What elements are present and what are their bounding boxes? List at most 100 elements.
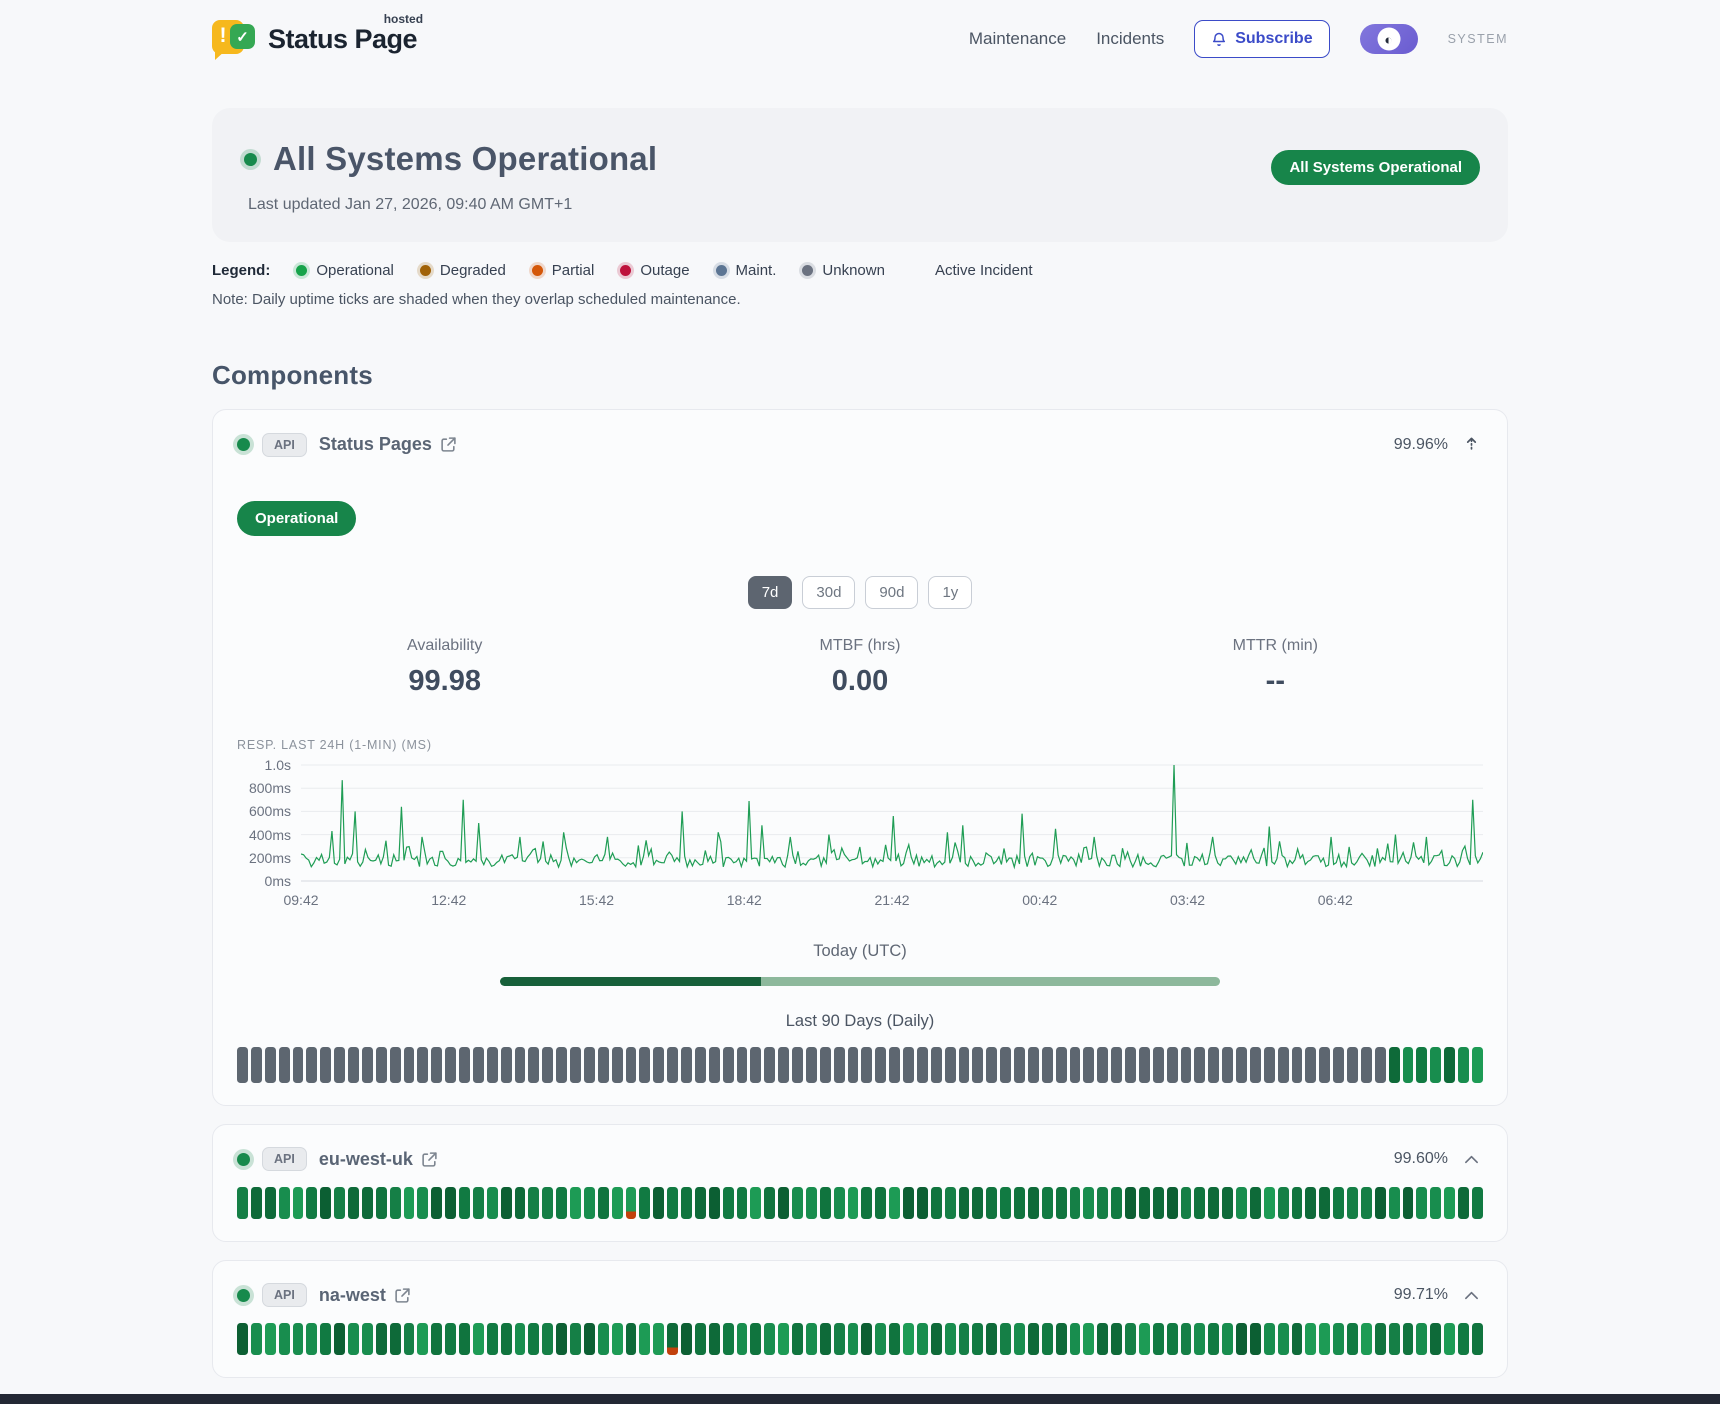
uptime-tick[interactable] [542,1047,554,1083]
uptime-tick[interactable] [639,1323,651,1355]
uptime-tick[interactable] [1097,1187,1109,1219]
subscribe-button[interactable]: Subscribe [1194,20,1330,58]
uptime-tick[interactable] [625,1323,637,1355]
uptime-tick[interactable] [792,1323,803,1355]
uptime-tick[interactable] [1263,1323,1275,1355]
uptime-tick[interactable] [278,1323,290,1355]
uptime-tick[interactable] [972,1187,984,1219]
uptime-tick[interactable] [431,1187,443,1219]
uptime-tick[interactable] [805,1323,817,1355]
uptime-tick[interactable] [1138,1323,1150,1355]
uptime-tick[interactable] [833,1047,845,1083]
uptime-tick[interactable] [1277,1323,1289,1355]
uptime-tick[interactable] [389,1323,401,1355]
uptime-tick[interactable] [334,1323,345,1355]
uptime-tick[interactable] [361,1187,373,1219]
uptime-tick[interactable] [1374,1323,1386,1355]
uptime-tick[interactable] [1319,1323,1331,1355]
uptime-tick[interactable] [889,1187,900,1219]
uptime-tick[interactable] [611,1187,623,1219]
uptime-tick[interactable] [847,1047,859,1083]
theme-toggle[interactable]: ◐ [1359,24,1418,54]
uptime-tick[interactable] [819,1047,831,1083]
uptime-tick[interactable] [514,1323,526,1355]
uptime-tick[interactable] [750,1187,762,1219]
uptime-tick[interactable] [944,1187,956,1219]
uptime-tick[interactable] [1305,1323,1317,1355]
uptime-tick[interactable] [681,1323,692,1355]
uptime-tick[interactable] [694,1187,706,1219]
uptime-tick[interactable] [570,1047,581,1083]
uptime-tick[interactable] [625,1047,637,1083]
uptime-tick[interactable] [903,1187,914,1219]
uptime-tick[interactable] [1152,1187,1164,1219]
uptime-tick[interactable] [556,1047,567,1083]
uptime-tick[interactable] [1277,1047,1289,1083]
uptime-tick[interactable] [472,1047,484,1083]
uptime-tick[interactable] [1014,1323,1025,1355]
uptime-tick[interactable] [861,1323,873,1355]
uptime-tick[interactable] [1055,1187,1067,1219]
uptime-tick[interactable] [556,1187,567,1219]
uptime-tick[interactable] [1000,1047,1011,1083]
range-button-1y[interactable]: 1y [928,576,973,609]
uptime-tick[interactable] [1236,1047,1247,1083]
uptime-tick[interactable] [875,1187,887,1219]
uptime-tick[interactable] [903,1047,914,1083]
uptime-tick[interactable] [1416,1323,1428,1355]
uptime-tick[interactable] [500,1187,512,1219]
uptime-tick[interactable] [237,1187,248,1219]
uptime-tick[interactable] [1166,1187,1178,1219]
uptime-tick[interactable] [1111,1047,1122,1083]
uptime-tick[interactable] [1222,1047,1233,1083]
uptime-tick[interactable] [403,1323,415,1355]
nav-incidents[interactable]: Incidents [1096,29,1165,48]
uptime-tick[interactable] [1125,1323,1136,1355]
uptime-tick[interactable] [459,1323,470,1355]
uptime-tick[interactable] [375,1047,387,1083]
uptime-tick[interactable] [570,1323,581,1355]
uptime-tick[interactable] [348,1187,359,1219]
uptime-tick[interactable] [1000,1187,1011,1219]
uptime-tick[interactable] [1360,1323,1372,1355]
uptime-tick[interactable] [1069,1187,1081,1219]
uptime-tick[interactable] [930,1323,942,1355]
uptime-tick[interactable] [1374,1187,1386,1219]
uptime-tick[interactable] [833,1187,845,1219]
uptime-tick[interactable] [1152,1323,1164,1355]
uptime-tick[interactable] [445,1187,456,1219]
uptime-tick[interactable] [736,1323,748,1355]
uptime-tick[interactable] [611,1323,623,1355]
uptime-tick[interactable] [375,1187,387,1219]
uptime-tick[interactable] [1111,1187,1122,1219]
uptime-tick[interactable] [611,1047,623,1083]
uptime-tick[interactable] [1249,1323,1261,1355]
uptime-tick[interactable] [1430,1187,1442,1219]
uptime-tick[interactable] [417,1187,429,1219]
uptime-tick[interactable] [264,1323,276,1355]
uptime-tick[interactable] [1347,1047,1358,1083]
uptime-tick[interactable] [972,1047,984,1083]
uptime-tick[interactable] [681,1187,692,1219]
collapse-arrow-icon[interactable] [1460,432,1483,457]
uptime-tick[interactable] [1014,1187,1025,1219]
uptime-tick[interactable] [1333,1047,1344,1083]
uptime-tick[interactable] [1249,1047,1261,1083]
range-button-7d[interactable]: 7d [747,576,793,609]
range-button-30d[interactable]: 30d [802,576,856,609]
uptime-tick[interactable] [778,1323,789,1355]
uptime-tick[interactable] [1194,1047,1206,1083]
uptime-tick[interactable] [528,1187,540,1219]
uptime-tick[interactable] [306,1047,318,1083]
uptime-tick[interactable] [1055,1047,1067,1083]
uptime-tick[interactable] [1014,1047,1025,1083]
uptime-tick[interactable] [542,1187,554,1219]
uptime-tick[interactable] [625,1187,637,1219]
uptime-tick[interactable] [1208,1187,1220,1219]
uptime-tick[interactable] [972,1323,984,1355]
uptime-tick[interactable] [930,1187,942,1219]
uptime-tick[interactable] [1027,1047,1039,1083]
uptime-tick[interactable] [1125,1047,1136,1083]
uptime-tick[interactable] [792,1047,803,1083]
uptime-tick[interactable] [708,1047,720,1083]
